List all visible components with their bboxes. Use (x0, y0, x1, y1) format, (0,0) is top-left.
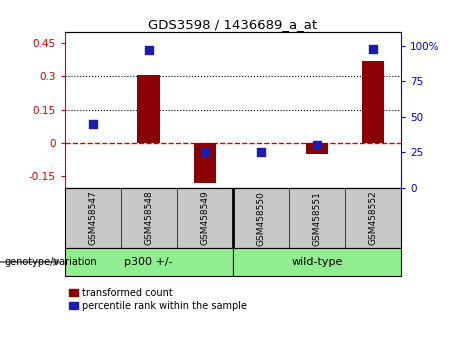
Text: wild-type: wild-type (291, 257, 343, 267)
Bar (362, 61, 384, 143)
Point (145, 47, 152, 53)
Text: genotype/variation: genotype/variation (5, 257, 97, 267)
Bar (233, 248, 401, 276)
Bar (194, 143, 216, 183)
Bar (137, 75, 160, 143)
Text: GSM458552: GSM458552 (368, 190, 378, 245)
Bar (65, 248, 233, 276)
Text: GSM458549: GSM458549 (200, 190, 209, 245)
Legend: transformed count, percentile rank within the sample: transformed count, percentile rank withi… (70, 288, 247, 311)
Point (257, 149, 265, 155)
Point (89, 121, 96, 127)
Text: p300 +/-: p300 +/- (124, 257, 173, 267)
Text: GSM458547: GSM458547 (88, 190, 97, 245)
Point (313, 142, 321, 148)
Point (369, 46, 377, 52)
Title: GDS3598 / 1436689_a_at: GDS3598 / 1436689_a_at (148, 18, 317, 31)
Point (201, 149, 208, 155)
Bar (306, 143, 328, 154)
Text: GSM458548: GSM458548 (144, 190, 153, 245)
Text: GSM458550: GSM458550 (256, 190, 266, 246)
Text: GSM458551: GSM458551 (313, 190, 321, 246)
